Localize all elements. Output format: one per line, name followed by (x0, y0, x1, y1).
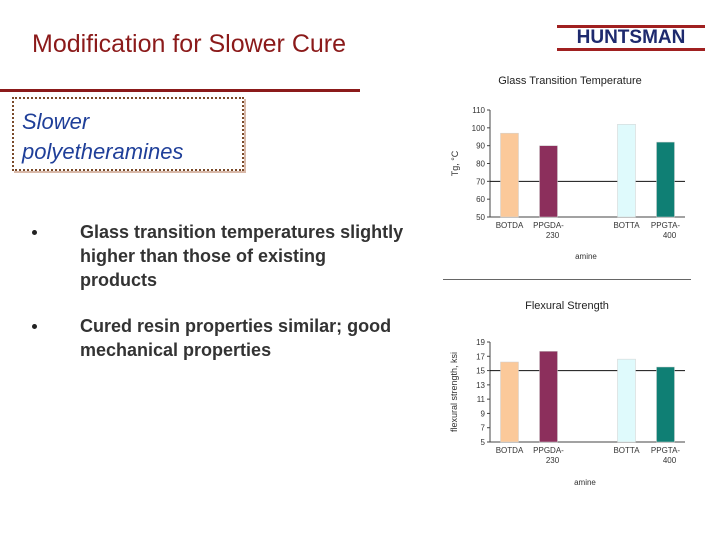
x-tick-label: PPGDA- (533, 446, 564, 455)
tg-chart: Glass Transition Temperature Tg, °C 50 60 70… (450, 75, 685, 261)
x-axis-label: amine (575, 252, 597, 261)
x-tick-label: PPGTA- (651, 221, 681, 230)
x-axis-label: amine (574, 478, 596, 487)
chart-title: Glass Transition Temperature (498, 75, 641, 87)
bar (539, 351, 558, 443)
y-tick-label: 80 (476, 160, 485, 169)
bullet-item: Cured resin properties similar; good mec… (24, 314, 404, 362)
bar (539, 145, 558, 218)
y-tick-label: 13 (476, 381, 485, 390)
y-tick-label: 60 (476, 195, 485, 204)
y-tick-label: 15 (476, 367, 485, 376)
y-tick-label: 19 (476, 338, 485, 347)
bar (656, 366, 675, 443)
x-tick-label: BOTDA (496, 446, 524, 455)
x-tick-label: PPGTA- (651, 446, 681, 455)
bar (500, 361, 519, 443)
callout-text: Slower polyetheramines (22, 109, 184, 164)
logo-bottom-bar (557, 48, 705, 51)
bar (500, 132, 519, 218)
y-tick-label: 11 (477, 395, 486, 404)
y-tick-label: 7 (481, 424, 486, 433)
bullet-text: Glass transition temperatures slightly h… (80, 222, 404, 290)
y-tick-label: 9 (481, 409, 486, 418)
y-tick-label: 5 (481, 438, 486, 447)
bar (617, 358, 636, 443)
bullet-dot-icon (32, 324, 37, 329)
logo-top-bar (557, 25, 705, 28)
x-tick-label: BOTTA (613, 221, 640, 230)
y-tick-label: 17 (476, 352, 485, 361)
y-tick-label: 100 (472, 124, 486, 133)
x-tick-label: 400 (663, 231, 677, 240)
y-tick-label: 70 (476, 177, 485, 186)
chart-title: Flexural Strength (525, 300, 609, 312)
x-tick-label: 230 (546, 456, 560, 465)
y-tick-label: 90 (476, 142, 485, 151)
y-tick-label: 110 (472, 106, 485, 115)
bullet-text: Cured resin properties similar; good mec… (80, 316, 392, 360)
bar (617, 124, 636, 218)
slide-title: Modification for Slower Cure (32, 30, 347, 58)
huntsman-logo: HUNTSMAN (557, 25, 705, 51)
x-tick-label: 400 (663, 456, 677, 465)
bullet-list: Glass transition temperatures slightly h… (24, 220, 404, 384)
logo-text: HUNTSMAN (576, 27, 686, 48)
bullet-item: Glass transition temperatures slightly h… (24, 220, 404, 292)
x-tick-label: 230 (546, 231, 560, 240)
y-axis-label: flexural strength, ksi (449, 352, 459, 432)
chart-divider (443, 279, 691, 280)
flexural-chart: Flexural Strength flexural strength, ksi 5… (449, 300, 685, 487)
x-tick-label: PPGDA- (533, 221, 564, 230)
y-tick-label: 50 (476, 213, 485, 222)
bar (656, 141, 675, 218)
y-axis-label: Tg, °C (450, 150, 460, 176)
x-tick-label: BOTTA (613, 446, 640, 455)
callout-box: Slower polyetheramines (12, 97, 244, 171)
title-underline (0, 89, 360, 92)
bullet-dot-icon (32, 230, 37, 235)
x-tick-label: BOTDA (496, 221, 524, 230)
